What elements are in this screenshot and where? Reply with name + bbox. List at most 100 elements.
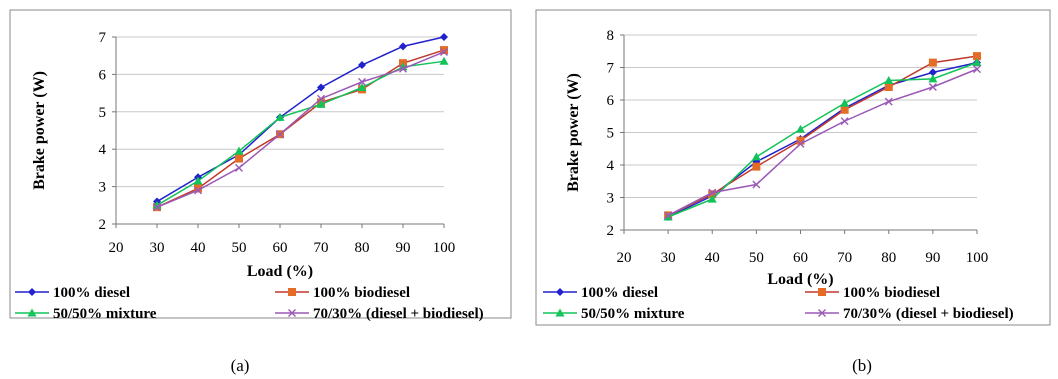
y-tick-label: 8 bbox=[607, 28, 615, 44]
data-point bbox=[194, 184, 202, 193]
series-4 bbox=[153, 47, 448, 212]
data-point bbox=[234, 146, 244, 155]
data-point bbox=[440, 33, 448, 41]
legend-label: 50/50% mixture bbox=[53, 306, 157, 322]
y-axis-title: Brake power (W) bbox=[31, 71, 48, 190]
series-4 bbox=[664, 65, 981, 220]
y-tick-label: 7 bbox=[607, 61, 615, 77]
y-axis-title: Brake power (W) bbox=[565, 73, 582, 192]
data-point bbox=[796, 124, 805, 133]
data-point bbox=[439, 56, 449, 65]
series-line bbox=[667, 55, 978, 217]
data-point bbox=[153, 203, 161, 212]
legend-item: 100% diesel bbox=[15, 285, 130, 301]
data-point bbox=[973, 65, 981, 74]
data-point bbox=[752, 180, 761, 189]
data-point bbox=[276, 130, 284, 139]
legend-marker bbox=[818, 309, 826, 317]
data-point bbox=[796, 136, 805, 145]
legend: 100% diesel 100% biodiesel 50/50% mixture 7… bbox=[543, 285, 1014, 322]
y-tick-label: 3 bbox=[99, 180, 107, 196]
x-tick-label: 40 bbox=[191, 240, 206, 256]
data-point bbox=[275, 112, 285, 121]
data-point bbox=[399, 64, 407, 73]
data-point bbox=[664, 211, 673, 220]
data-point bbox=[840, 98, 850, 107]
y-tick-label: 4 bbox=[607, 158, 615, 174]
x-tick-label: 60 bbox=[793, 250, 808, 266]
data-point bbox=[796, 139, 805, 148]
legend-label: 70/30% (diesel + biodiesel) bbox=[843, 306, 1014, 322]
data-point bbox=[840, 117, 849, 126]
series-line bbox=[667, 68, 978, 217]
data-point bbox=[316, 99, 326, 108]
legend-item: 50/50% mixture bbox=[15, 306, 157, 322]
y-tick-label: 2 bbox=[99, 217, 107, 233]
x-axis-title: Load (%) bbox=[247, 263, 313, 280]
data-point bbox=[928, 74, 938, 83]
x-tick-label: 30 bbox=[150, 240, 165, 256]
chart-panel-b: 2 3 4 5 6 7 8 20 30 40 50 60 70 80 90 100 Load (%) Brake … bbox=[535, 9, 1051, 326]
x-tick-label: 20 bbox=[617, 250, 632, 266]
x-tick-label: 80 bbox=[881, 250, 896, 266]
data-point bbox=[399, 42, 407, 51]
data-point bbox=[928, 58, 937, 67]
y-tick-label: 5 bbox=[607, 126, 615, 142]
legend-item: 50/50% mixture bbox=[543, 306, 685, 322]
legend-marker bbox=[556, 288, 564, 296]
data-point bbox=[928, 83, 937, 91]
data-point bbox=[884, 76, 894, 84]
data-point bbox=[317, 94, 325, 103]
x-tick-label: 20 bbox=[109, 240, 124, 256]
data-point bbox=[707, 194, 717, 203]
legend-label: 100% diesel bbox=[581, 285, 658, 301]
series-line bbox=[156, 51, 445, 208]
data-point bbox=[440, 46, 448, 55]
legend-label: 100% biodiesel bbox=[843, 285, 940, 301]
legend: 100% diesel 100% biodiesel 50/50% mixture 7… bbox=[15, 285, 484, 322]
x-tick-label: 50 bbox=[749, 250, 764, 266]
legend-item: 100% biodiesel bbox=[275, 285, 410, 301]
x-tick-label: 90 bbox=[396, 240, 411, 256]
data-point bbox=[884, 97, 893, 106]
chart-frame bbox=[9, 9, 512, 319]
legend-marker bbox=[818, 288, 826, 296]
data-point bbox=[440, 47, 448, 56]
legend-item: 70/30% (diesel + biodiesel) bbox=[275, 306, 484, 322]
figure-caption: (a) bbox=[231, 356, 250, 375]
y-tick-label: 4 bbox=[99, 142, 107, 158]
legend-item: 70/30% (diesel + biodiesel) bbox=[805, 306, 1014, 322]
series-2 bbox=[664, 52, 981, 220]
chart-frame bbox=[535, 9, 1051, 326]
x-tick-label: 100 bbox=[433, 240, 456, 256]
y-tick-label: 3 bbox=[607, 191, 615, 207]
series-line bbox=[156, 49, 445, 208]
x-tick-label: 40 bbox=[705, 250, 720, 266]
data-point bbox=[357, 82, 367, 91]
data-point bbox=[317, 83, 325, 92]
legend-marker bbox=[555, 308, 565, 317]
data-point bbox=[928, 68, 937, 77]
legend-label: 70/30% (diesel + biodiesel) bbox=[313, 306, 484, 322]
y-tick-label: 2 bbox=[607, 223, 615, 239]
legend-marker bbox=[27, 308, 37, 317]
x-axis-title: Load (%) bbox=[767, 271, 833, 288]
data-point bbox=[193, 176, 203, 185]
data-point bbox=[358, 77, 366, 86]
x-tick-label: 80 bbox=[355, 240, 370, 256]
data-point bbox=[973, 52, 981, 61]
data-point bbox=[972, 58, 982, 67]
y-tick-label: 6 bbox=[607, 93, 615, 109]
x-tick-label: 30 bbox=[661, 250, 676, 266]
y-tick-label: 7 bbox=[99, 30, 107, 46]
x-tick-label: 90 bbox=[925, 250, 940, 266]
x-tick-label: 100 bbox=[966, 250, 989, 266]
data-point bbox=[884, 83, 893, 91]
data-point bbox=[708, 190, 717, 199]
legend-marker bbox=[288, 288, 296, 296]
legend-item: 100% diesel bbox=[543, 285, 658, 301]
x-tick-label: 50 bbox=[232, 240, 247, 256]
data-point bbox=[235, 154, 243, 163]
series-line bbox=[156, 36, 445, 203]
